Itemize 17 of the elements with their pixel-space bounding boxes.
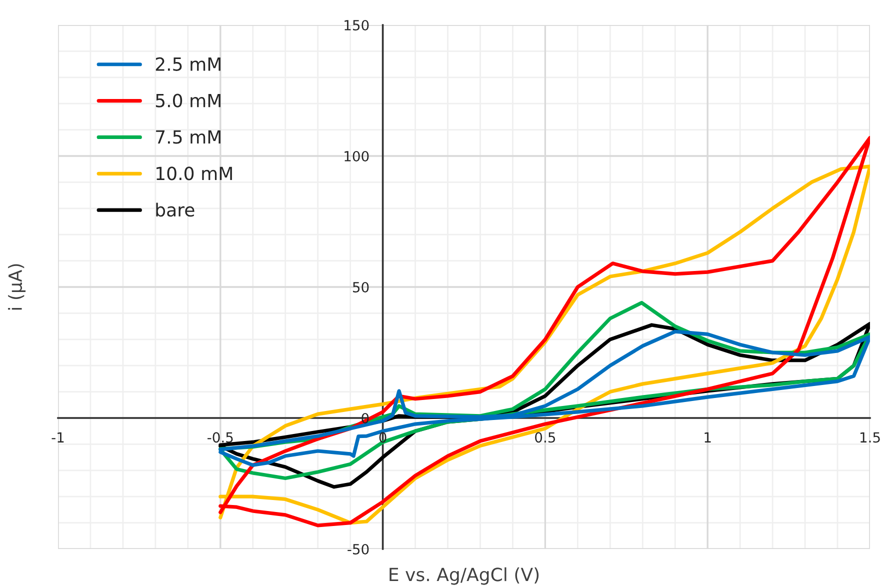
x-tick-label: -0.5 [208, 432, 233, 443]
y-axis-title: i (µA) [8, 264, 26, 310]
x-tick-label: 1.5 [860, 432, 880, 443]
x-tick-label: -1 [52, 432, 64, 442]
legend-label: 10.0 mM [156, 166, 232, 180]
x-tick-label: 0.5 [535, 432, 556, 443]
y-tick-label: 150 [344, 20, 369, 30]
x-axis-title: E vs. Ag/AgCl (V) [390, 567, 539, 585]
x-tick-label: 1 [704, 432, 711, 442]
y-tick-label: -50 [348, 544, 369, 554]
legend-label: 7.5 mM [156, 130, 220, 144]
y-tick-label: 50 [353, 282, 369, 292]
y-tick-label: 100 [344, 150, 369, 162]
legend-label: bare [156, 202, 194, 217]
legend-label: 5.0 mM [156, 94, 220, 108]
y-tick-label: 0 [362, 412, 369, 424]
legend-label: 2.5 mM [156, 57, 220, 71]
